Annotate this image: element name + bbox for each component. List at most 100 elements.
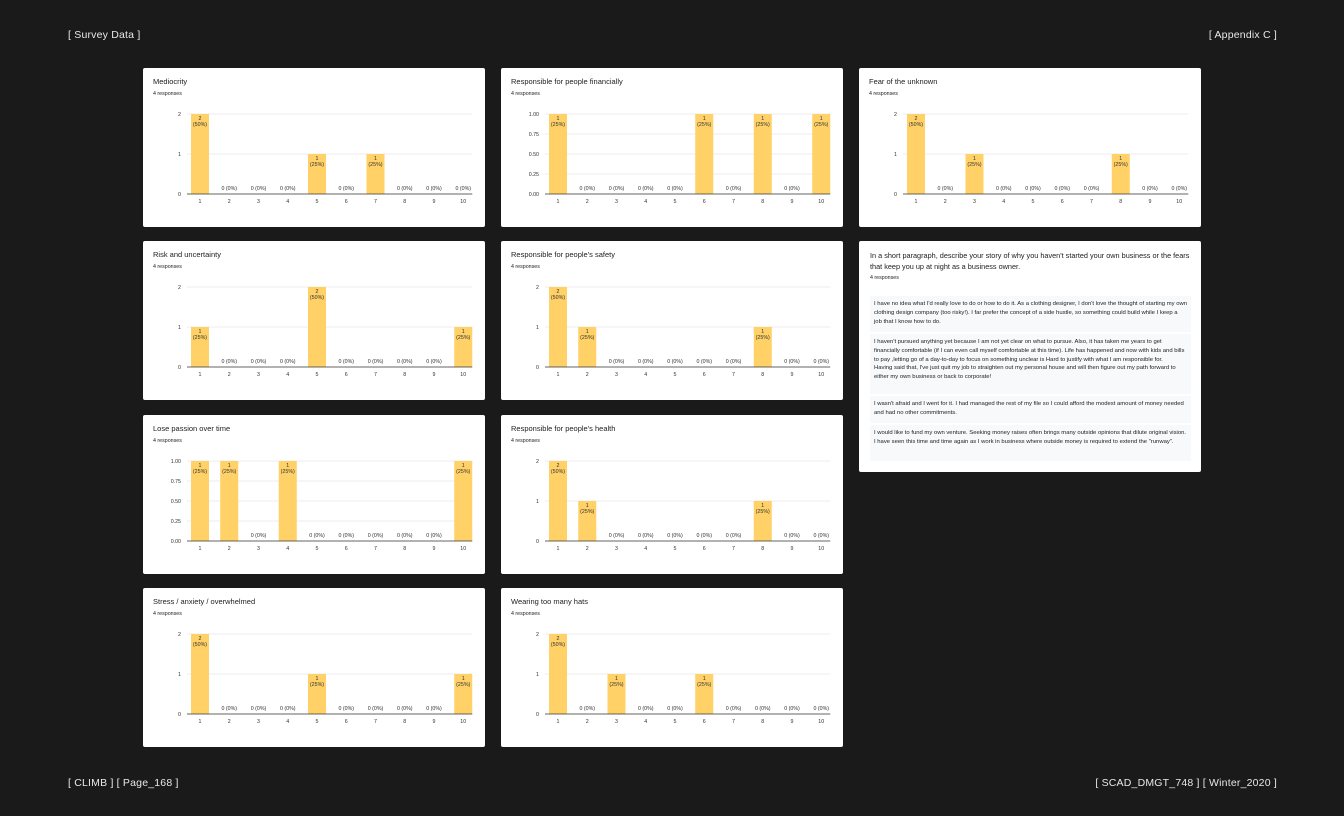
data-label: 0 (0%): [368, 533, 384, 539]
x-tick-label: 3: [973, 199, 976, 205]
x-tick-label: 4: [644, 719, 647, 725]
chart-response-count: 4 responses: [511, 264, 540, 270]
bar: [753, 114, 772, 194]
chart-title: Lose passion over time: [153, 424, 231, 433]
x-tick-label: 3: [257, 372, 260, 378]
data-label: 0 (0%): [397, 186, 413, 192]
y-tick-label: 0.50: [171, 499, 181, 505]
data-label: 0 (0%): [696, 359, 712, 365]
data-label: 0 (0%): [667, 186, 683, 192]
data-label: 0 (0%): [784, 706, 800, 712]
x-tick-label: 9: [433, 199, 436, 205]
x-tick-label: 8: [403, 546, 406, 552]
bar: [1111, 154, 1130, 194]
y-tick-label: 1: [536, 325, 539, 331]
data-label: 2 (50%): [310, 289, 324, 301]
x-tick-label: 1: [557, 719, 560, 725]
chart-card: Mediocrity 4 responses 0 1 2 2 (50%) 1 0 (0%) 2 0 …: [143, 68, 485, 227]
y-tick-label: 0.50: [529, 152, 539, 158]
data-label: 2 (50%): [193, 636, 207, 648]
data-label: 1 (25%): [580, 503, 594, 515]
bar: [549, 461, 567, 541]
x-tick-label: 6: [703, 719, 706, 725]
x-tick-label: 6: [345, 199, 348, 205]
x-tick-label: 1: [199, 372, 202, 378]
data-label: 1 (25%): [551, 116, 565, 128]
x-tick-label: 10: [818, 719, 824, 725]
data-label: 0 (0%): [251, 533, 267, 539]
data-label: 0 (0%): [338, 533, 354, 539]
x-tick-label: 2: [586, 372, 589, 378]
data-label: 0 (0%): [579, 186, 595, 192]
data-label: 0 (0%): [726, 186, 742, 192]
x-tick-label: 10: [818, 199, 824, 205]
bar: [191, 461, 209, 541]
response-count: 4 responses: [870, 275, 899, 281]
x-tick-label: 6: [703, 546, 706, 552]
x-tick-label: 8: [403, 719, 406, 725]
data-label: 1 (25%): [222, 463, 236, 475]
x-tick-label: 9: [791, 199, 794, 205]
y-tick-label: 1.00: [529, 112, 539, 118]
x-tick-label: 7: [374, 199, 377, 205]
data-label: 0 (0%): [1084, 186, 1100, 192]
x-tick-label: 7: [732, 199, 735, 205]
bar: [191, 114, 209, 194]
x-tick-label: 2: [228, 719, 231, 725]
data-label: 0 (0%): [813, 706, 829, 712]
data-label: 1 (25%): [609, 676, 623, 688]
chart-response-count: 4 responses: [511, 91, 540, 97]
data-label: 0 (0%): [1025, 186, 1041, 192]
chart-card: Wearing too many hats 4 responses 0 1 2 2 (50%…: [501, 588, 843, 747]
data-label: 0 (0%): [755, 706, 771, 712]
data-label: 1 (25%): [756, 503, 770, 515]
x-tick-label: 8: [403, 372, 406, 378]
bar: [191, 327, 209, 367]
data-label: 0 (0%): [784, 186, 800, 192]
bar: [812, 114, 831, 194]
x-tick-label: 7: [732, 719, 735, 725]
chart-response-count: 4 responses: [511, 438, 540, 444]
data-label: 0 (0%): [338, 359, 354, 365]
x-tick-label: 5: [316, 372, 319, 378]
data-label: 0 (0%): [1142, 186, 1158, 192]
data-label: 0 (0%): [784, 359, 800, 365]
x-tick-label: 3: [257, 546, 260, 552]
data-label: 0 (0%): [813, 359, 829, 365]
chart-card: Stress / anxiety / overwhelmed 4 response…: [143, 588, 485, 747]
x-tick-label: 9: [791, 372, 794, 378]
chart-title: Responsible for people financially: [511, 77, 623, 86]
chart-response-count: 4 responses: [153, 438, 182, 444]
data-label: 0 (0%): [937, 186, 953, 192]
data-label: 0 (0%): [397, 533, 413, 539]
question-title: In a short paragraph, describe your stor…: [870, 251, 1190, 271]
data-label: 0 (0%): [726, 706, 742, 712]
data-label: 0 (0%): [1171, 186, 1187, 192]
data-label: 0 (0%): [455, 186, 471, 192]
bar: [753, 327, 772, 367]
data-label: 0 (0%): [251, 186, 267, 192]
x-tick-label: 5: [674, 372, 677, 378]
section-label: [ Survey Data ]: [68, 29, 141, 41]
x-tick-label: 7: [374, 372, 377, 378]
bar-chart: 0 1 2 1 (25%) 1 0 (0%) 2 0 (0%) 3 0 (0%) 4 2 (50%) 5 0 …: [178, 285, 473, 378]
bar: [549, 114, 567, 194]
x-tick-label: 9: [433, 719, 436, 725]
chart-title: Fear of the unknown: [869, 77, 938, 86]
question-card: In a short paragraph, describe your stor…: [859, 241, 1201, 472]
data-label: 0 (0%): [251, 359, 267, 365]
y-tick-label: 0.25: [171, 519, 181, 525]
x-tick-label: 2: [586, 719, 589, 725]
bar: [549, 634, 567, 714]
data-label: 1 (25%): [967, 156, 981, 168]
data-label: 0 (0%): [579, 706, 595, 712]
chart-card: Risk and uncertainty 4 responses 0 1 2 1 (25%)…: [143, 241, 485, 400]
bar: [454, 327, 473, 367]
bar: [454, 461, 473, 541]
x-tick-label: 6: [1061, 199, 1064, 205]
bar: [695, 674, 714, 714]
y-tick-label: 0: [536, 712, 539, 718]
bar: [308, 287, 326, 367]
data-label: 0 (0%): [368, 359, 384, 365]
y-tick-label: 2: [536, 285, 539, 291]
